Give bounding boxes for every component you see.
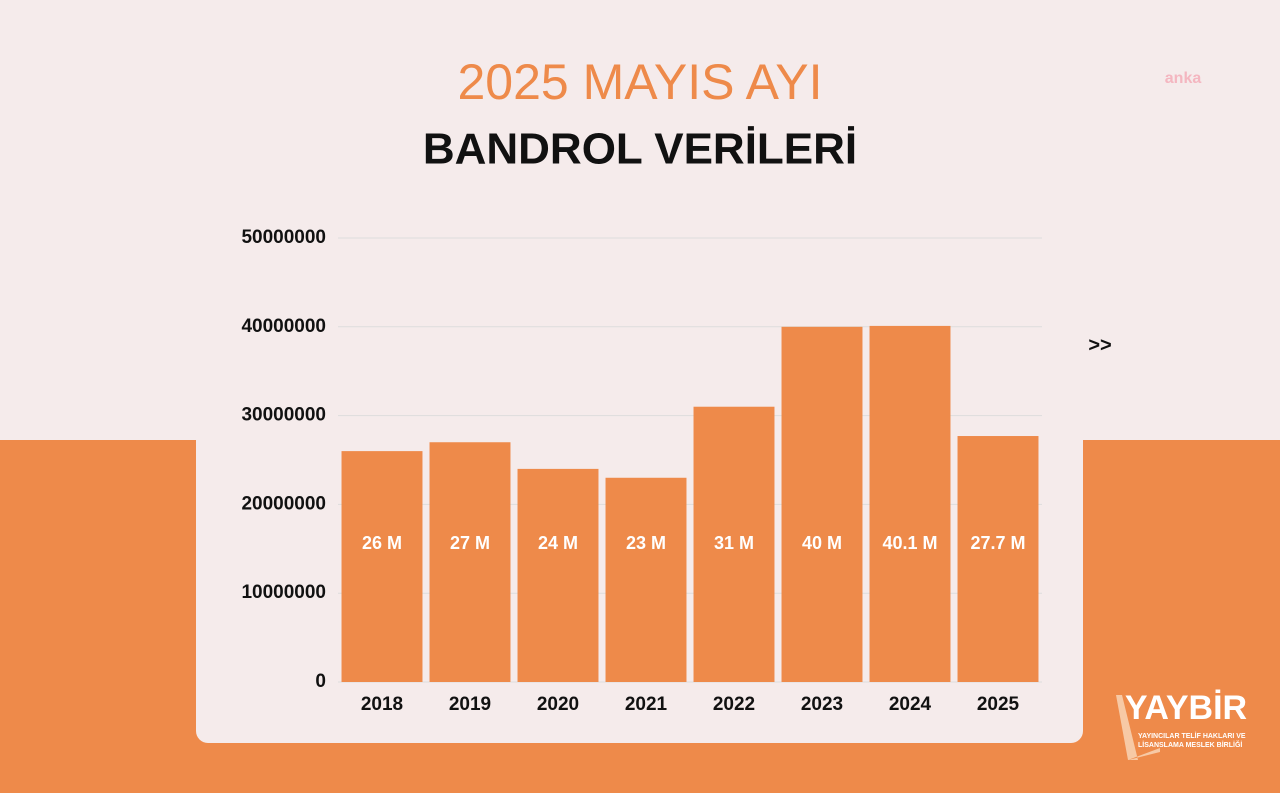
bar — [781, 326, 863, 682]
x-tick-label: 2023 — [801, 694, 843, 715]
bar — [693, 406, 775, 682]
logo-subtitle: LİSANSLAMA MESLEK BİRLİĞİ — [1138, 740, 1242, 749]
value-label: 23 M — [626, 533, 666, 553]
x-tick-label: 2022 — [713, 694, 755, 715]
logo-name: YAYBİR — [1125, 689, 1247, 727]
x-tick-label: 2025 — [977, 694, 1020, 715]
x-tick-label: 2018 — [361, 694, 403, 715]
value-label: 27.7 M — [970, 533, 1025, 553]
chart-title: 2025 MAYIS AYI — [457, 54, 822, 110]
next-arrow[interactable]: >> — [1088, 334, 1111, 356]
logo-mark — [1116, 695, 1160, 760]
y-tick-label: 10000000 — [241, 582, 326, 603]
y-tick-label: 40000000 — [241, 316, 326, 337]
bar — [869, 325, 951, 682]
bar — [957, 436, 1039, 682]
bar — [429, 442, 511, 682]
value-label: 40.1 M — [882, 533, 937, 553]
bar — [605, 477, 687, 682]
x-tick-label: 2024 — [889, 694, 932, 715]
logo-subtitle: YAYINCILAR TELİF HAKLARI VE — [1138, 732, 1246, 740]
bar — [517, 468, 599, 682]
y-tick-label: 0 — [315, 671, 326, 692]
value-label: 26 M — [362, 533, 402, 553]
value-label: 27 M — [450, 533, 490, 553]
value-label: 31 M — [714, 533, 754, 553]
bar — [341, 451, 423, 682]
value-label: 40 M — [802, 533, 842, 553]
y-tick-label: 30000000 — [241, 405, 326, 426]
chart-subtitle: BANDROL VERİLERİ — [423, 125, 857, 174]
x-tick-label: 2021 — [625, 694, 668, 715]
watermark: anka — [1165, 70, 1202, 87]
x-tick-label: 2019 — [449, 694, 491, 715]
y-tick-label: 20000000 — [241, 493, 326, 514]
y-tick-label: 50000000 — [241, 227, 326, 248]
value-label: 24 M — [538, 533, 578, 553]
x-tick-label: 2020 — [537, 694, 579, 715]
